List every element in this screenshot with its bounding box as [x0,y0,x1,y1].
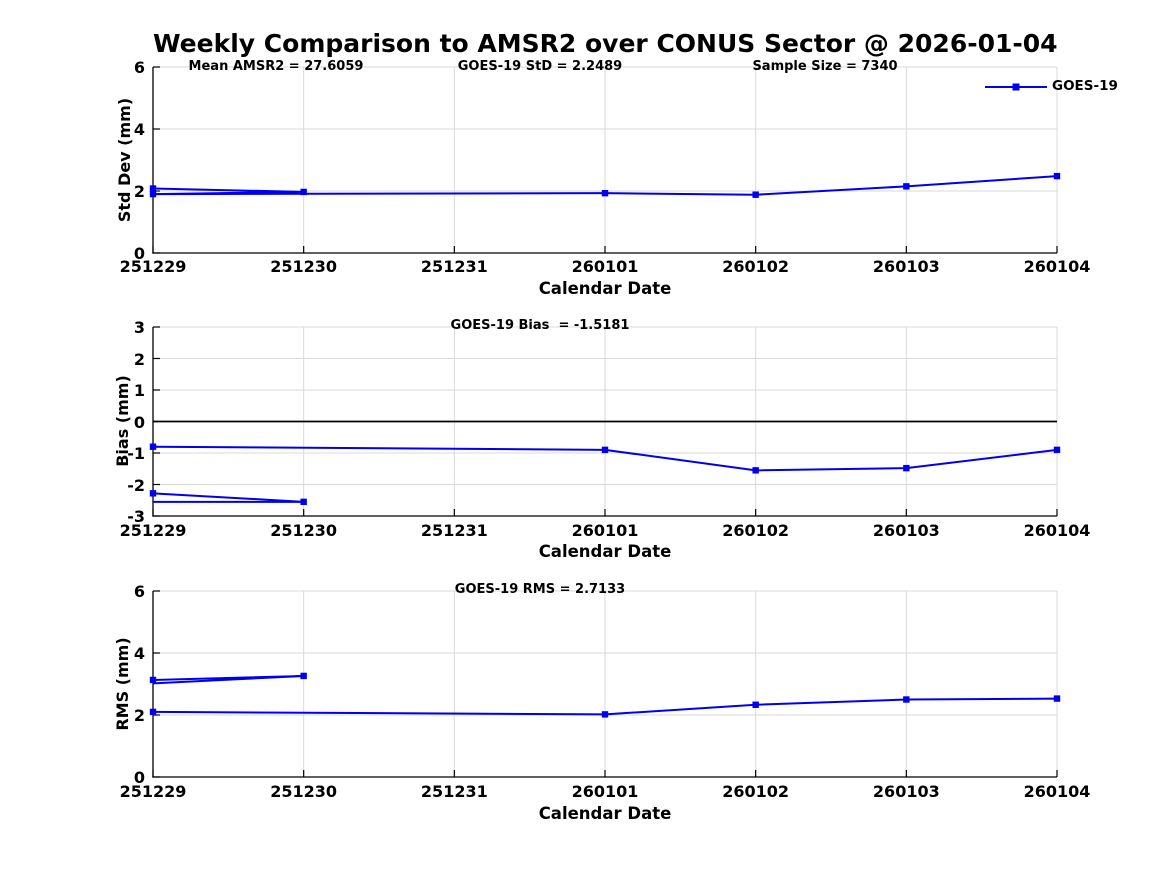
y-axis-label-rms: RMS (mm) [113,637,132,731]
y-tick-label: 3 [133,318,145,337]
data-point-marker [1053,172,1061,180]
x-tick-label: 251230 [270,257,338,276]
annotation-goes19-bias: GOES-19 Bias = -1.5181 [450,318,630,333]
data-point-marker [752,191,759,198]
x-tick-label: 260102 [722,782,790,801]
data-point-marker [1053,446,1061,454]
data-point-marker [149,185,157,192]
data-point-marker [752,467,759,474]
annotation-mean-amsr2: Mean AMSR2 = 27.6059 [188,59,364,74]
x-tick-label: 251231 [420,521,488,540]
y-tick-label: 0 [133,768,145,787]
x-tick-label: 260102 [722,521,790,540]
x-tick-label: 251230 [270,782,338,801]
y-tick-label: 4 [133,120,145,139]
x-tick-label: 251229 [119,521,187,540]
data-point-marker [1053,695,1061,702]
data-point-marker [149,190,157,198]
data-point-marker [300,672,307,680]
y-axis-label-std-dev: Std Dev (mm) [115,97,134,223]
data-point-marker [149,443,157,450]
x-tick-label: 251229 [119,257,187,276]
data-point-marker [300,498,307,506]
y-tick-label: 6 [133,582,145,601]
x-tick-label: 260103 [872,521,940,540]
y-tick-label: -1 [127,444,145,463]
y-tick-label: 0 [133,412,145,432]
x-tick-label: 260103 [872,257,940,276]
data-point-marker [601,711,609,718]
goes19-early-segment [152,674,304,685]
x-tick-label: 260101 [571,521,639,540]
data-point-marker [601,189,609,197]
x-tick-label: 251231 [420,257,488,276]
y-tick-label: 2 [133,349,145,369]
x-tick-label: 251231 [420,782,488,801]
data-point-marker [149,708,157,716]
y-tick-label: 0 [133,244,145,263]
y-tick-label: 6 [133,58,145,77]
y-tick-label: -2 [127,475,145,495]
chart-title: Weekly Comparison to AMSR2 over CONUS Se… [153,29,1058,58]
data-point-marker [903,464,910,472]
y-tick-label: 4 [133,644,145,663]
data-point-marker [149,676,157,684]
data-point-marker [149,490,157,497]
x-tick-label: 251229 [119,782,187,801]
x-axis-label: Calendar Date [538,279,672,298]
x-tick-label: 260104 [1023,257,1091,276]
y-tick-label: 2 [133,182,145,201]
legend-marker [1012,83,1020,91]
x-tick-label: 260102 [722,257,790,276]
data-point-marker [601,446,609,454]
x-tick-label: 260104 [1023,521,1091,540]
annotation-sample-size: Sample Size = 7340 [752,59,898,74]
x-tick-label: 260101 [571,782,639,801]
y-tick-label: 2 [133,706,145,725]
legend-label: GOES-19 [1052,78,1118,94]
goes19-early-segment [152,492,304,503]
data-point-marker [752,701,759,708]
data-point-marker [903,696,910,703]
x-axis-label: Calendar Date [538,804,672,823]
y-tick-label: -3 [127,507,145,526]
x-tick-label: 260101 [571,257,639,276]
x-axis-label: Calendar Date [538,542,672,561]
annotation-goes19-rms: GOES-19 RMS = 2.7133 [454,582,626,597]
annotation-goes19-std: GOES-19 StD = 2.2489 [457,59,623,74]
data-point-marker [903,183,910,190]
x-tick-label: 260103 [872,782,940,801]
x-tick-label: 260104 [1023,782,1091,801]
data-point-marker [300,188,307,196]
x-tick-label: 251230 [270,521,338,540]
y-tick-label: 1 [133,381,145,400]
